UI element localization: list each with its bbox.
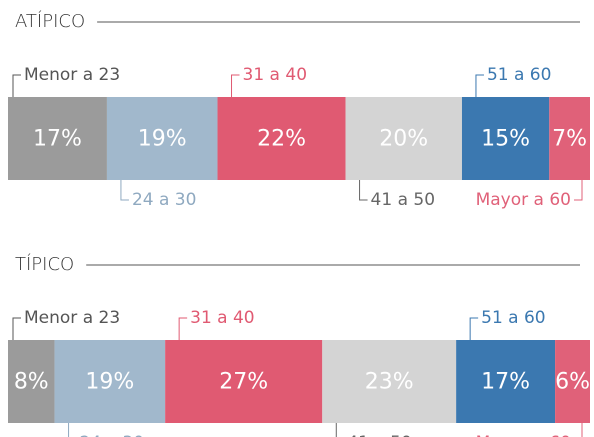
callout-label: 24 a 30	[80, 433, 145, 437]
bar-segment	[322, 340, 457, 423]
bar-segment	[461, 97, 550, 180]
bar-segment	[555, 340, 590, 423]
data-label: 27%	[219, 370, 268, 395]
callout-line	[120, 180, 129, 201]
callout-line	[178, 317, 188, 340]
bar-segment	[8, 340, 55, 423]
data-label: 8%	[14, 370, 49, 395]
data-label: 23%	[365, 370, 414, 395]
data-label: 17%	[481, 370, 530, 395]
callout-label: Menor a 23	[24, 308, 120, 328]
data-label: 22%	[257, 127, 306, 152]
bar-segment	[217, 97, 346, 180]
data-label: 19%	[85, 370, 134, 395]
callout-label: 31 a 40	[190, 308, 255, 328]
bar-segment	[165, 340, 323, 423]
data-label: 15%	[481, 127, 530, 152]
callout-line	[574, 180, 583, 201]
callout-label: Mayor a 60	[476, 433, 571, 437]
callout-label: Mayor a 60	[476, 190, 571, 210]
chart-title: TÍPICO	[15, 253, 74, 275]
bar-segment	[106, 97, 218, 180]
callout-line	[475, 74, 484, 97]
callout-line	[12, 74, 21, 97]
callout-label: 51 a 60	[487, 65, 551, 85]
callout-label: Menor a 23	[24, 65, 120, 85]
callout-line	[68, 423, 70, 437]
chart-title: ATÍPICO	[15, 10, 85, 32]
data-label: 19%	[138, 127, 187, 152]
callout-label: 31 a 40	[243, 65, 308, 85]
callout-label: 24 a 30	[132, 190, 197, 210]
callout-line	[12, 317, 21, 340]
callout-label: 41 a 50	[371, 190, 436, 210]
bar-segment	[345, 97, 462, 180]
callout-line	[359, 180, 368, 201]
callout-label: 41 a 50	[347, 433, 412, 437]
bar-segment	[8, 97, 107, 180]
data-label: 6%	[555, 370, 590, 395]
data-label: 17%	[33, 127, 82, 152]
callout-label: 51 a 60	[481, 308, 546, 328]
callout-line	[335, 423, 337, 437]
callout-line	[581, 423, 583, 437]
bar-segment	[54, 340, 166, 423]
data-label: 20%	[379, 127, 428, 152]
bar-segment	[549, 97, 590, 180]
bar-segment	[456, 340, 556, 423]
data-label: 7%	[552, 127, 587, 152]
callout-line	[231, 74, 240, 97]
callout-line	[469, 317, 479, 340]
